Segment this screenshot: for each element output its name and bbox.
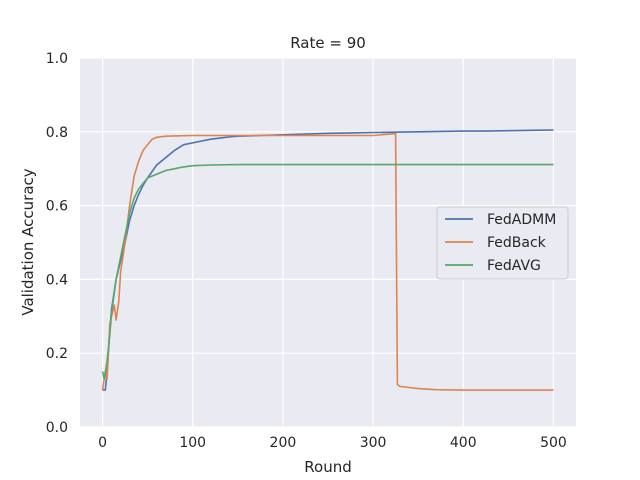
series-line-fedback: [101, 132, 554, 391]
x-axis-label: Round: [304, 458, 351, 476]
series-line-fedavg: [101, 163, 554, 380]
grid: [80, 57, 576, 428]
y-tick-label: 0.4: [46, 272, 68, 288]
legend-label: FedBack: [487, 235, 547, 251]
y-tick-label: 1.0: [46, 51, 68, 67]
y-axis-label: Validation Accuracy: [19, 168, 37, 315]
y-tick-label: 0.6: [46, 199, 68, 215]
chart-title: Rate = 90: [290, 34, 366, 52]
x-tick-labels: 0 100 200 300 400 500: [98, 435, 567, 451]
x-tick-label: 500: [540, 435, 567, 451]
x-tick-label: 100: [179, 435, 206, 451]
series-lines: [101, 129, 554, 391]
x-tick-label: 200: [270, 435, 297, 451]
y-tick-label: 0.0: [46, 420, 68, 436]
x-tick-label: 400: [450, 435, 477, 451]
legend: FedADMM FedBack FedAVG: [436, 206, 569, 280]
y-tick-label: 0.8: [46, 125, 68, 141]
y-tick-label: 0.2: [46, 346, 68, 362]
legend-label: FedAVG: [487, 258, 541, 274]
legend-label: FedADMM: [487, 212, 556, 228]
x-tick-label: 300: [360, 435, 387, 451]
x-tick-label: 0: [98, 435, 107, 451]
legend-box: [436, 206, 569, 280]
y-tick-labels: 0.0 0.2 0.4 0.6 0.8 1.0: [46, 51, 68, 436]
